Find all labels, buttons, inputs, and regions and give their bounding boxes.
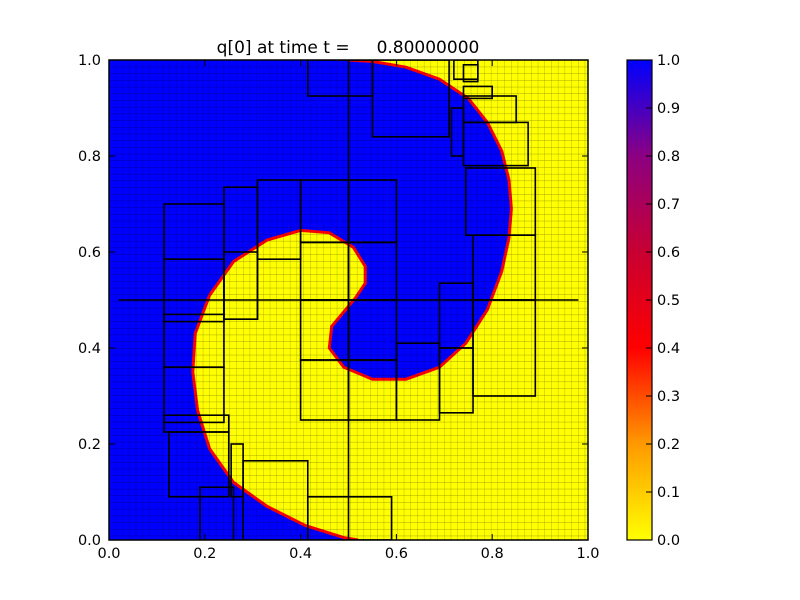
y-tick-label: 0.8 [78, 149, 101, 165]
colorbar-tick-label: 0.1 [657, 485, 680, 501]
plot-frame [108, 59, 589, 541]
colorbar-tick-label: 0.8 [657, 149, 680, 165]
colorbar-tick-label: 0.9 [657, 101, 680, 117]
refinement-box [462, 121, 529, 167]
colorbar-tick-label: 0.3 [657, 389, 680, 405]
y-tick-label: 0.4 [78, 341, 101, 357]
refinement-box [163, 258, 225, 323]
x-tick-label: 0.2 [193, 546, 216, 562]
colorbar-tick-label: 1.0 [657, 53, 680, 69]
y-tick-label: 0.6 [78, 245, 101, 261]
refinement-box [163, 366, 225, 424]
refinement-box [438, 282, 474, 349]
colorbar-tick-label: 0.6 [657, 245, 680, 261]
refinement-box [462, 64, 479, 83]
colorbar-tick-label: 0.7 [657, 197, 680, 213]
x-tick-label: 0.0 [97, 546, 120, 562]
colorbar-ticks: 0.0 0.1 0.2 0.3 0.4 0.5 0.6 0.7 0.8 0.9 1.0 [646, 53, 680, 549]
refinement-box [371, 60, 450, 138]
chart-title: q[0] at time t = 0.80000000 [217, 38, 480, 58]
colorbar-tick-label: 0.4 [657, 341, 680, 357]
y-axis: 0.0 0.2 0.4 0.6 0.8 1.0 [78, 53, 588, 549]
x-axis: 0.0 0.2 0.4 0.6 0.8 1.0 [97, 60, 600, 562]
y-tick-label: 0.0 [78, 533, 101, 549]
refinement-box [168, 431, 230, 498]
plot-area [109, 60, 588, 540]
x-tick-label: 0.8 [481, 546, 504, 562]
refinement-box [462, 85, 493, 100]
y-tick-label: 0.2 [78, 437, 101, 453]
refinement-boxes [163, 60, 537, 540]
colorbar: 0.0 0.1 0.2 0.3 0.4 0.5 0.6 0.7 0.8 0.9 1.0 [626, 53, 680, 549]
refinement-box [199, 486, 235, 540]
colorbar-tick-label: 0.2 [657, 437, 680, 453]
colorbar-tick-label: 0.0 [657, 533, 680, 549]
x-tick-label: 0.6 [385, 546, 408, 562]
colorbar-tick-label: 0.5 [657, 293, 680, 309]
y-tick-label: 1.0 [78, 53, 101, 69]
x-tick-label: 1.0 [576, 546, 599, 562]
x-tick-label: 0.4 [289, 546, 312, 562]
